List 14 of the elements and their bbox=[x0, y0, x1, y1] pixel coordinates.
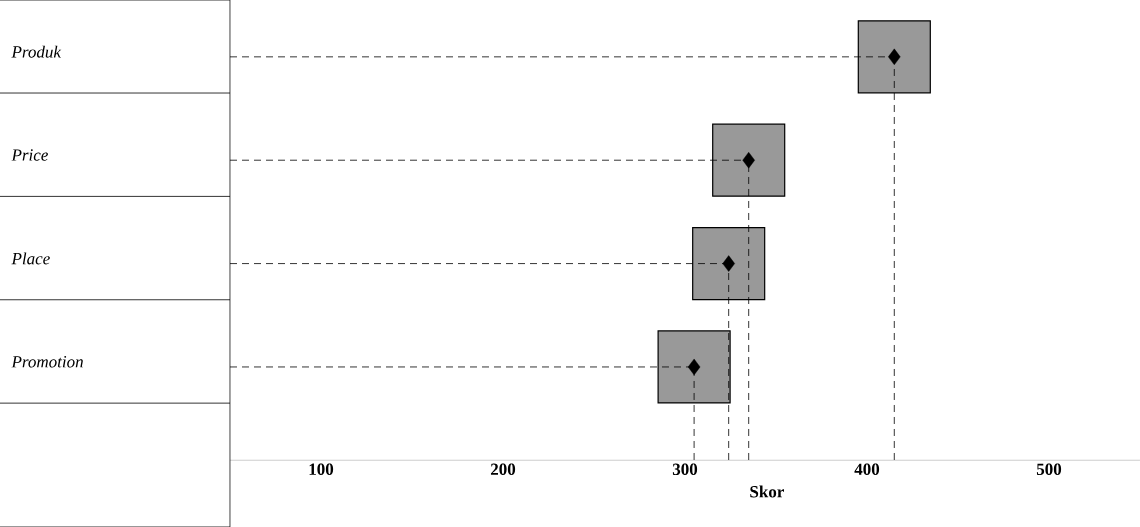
x-axis-title: Skor bbox=[750, 485, 784, 498]
x-tick-label: 100 bbox=[309, 463, 334, 475]
x-tick-label: 500 bbox=[1036, 463, 1062, 475]
point bbox=[722, 255, 735, 272]
y-tick-label: Place bbox=[11, 252, 50, 265]
y-tick-label: Price bbox=[11, 149, 48, 161]
point bbox=[742, 152, 755, 169]
point bbox=[687, 358, 701, 376]
x-tick-label: 300 bbox=[672, 463, 698, 475]
x-tick-label: 200 bbox=[490, 463, 516, 475]
y-tick-label: Promotion bbox=[11, 356, 83, 368]
y-tick-label: Produk bbox=[11, 45, 62, 58]
point bbox=[888, 48, 901, 66]
x-tick-label: 400 bbox=[854, 463, 880, 475]
